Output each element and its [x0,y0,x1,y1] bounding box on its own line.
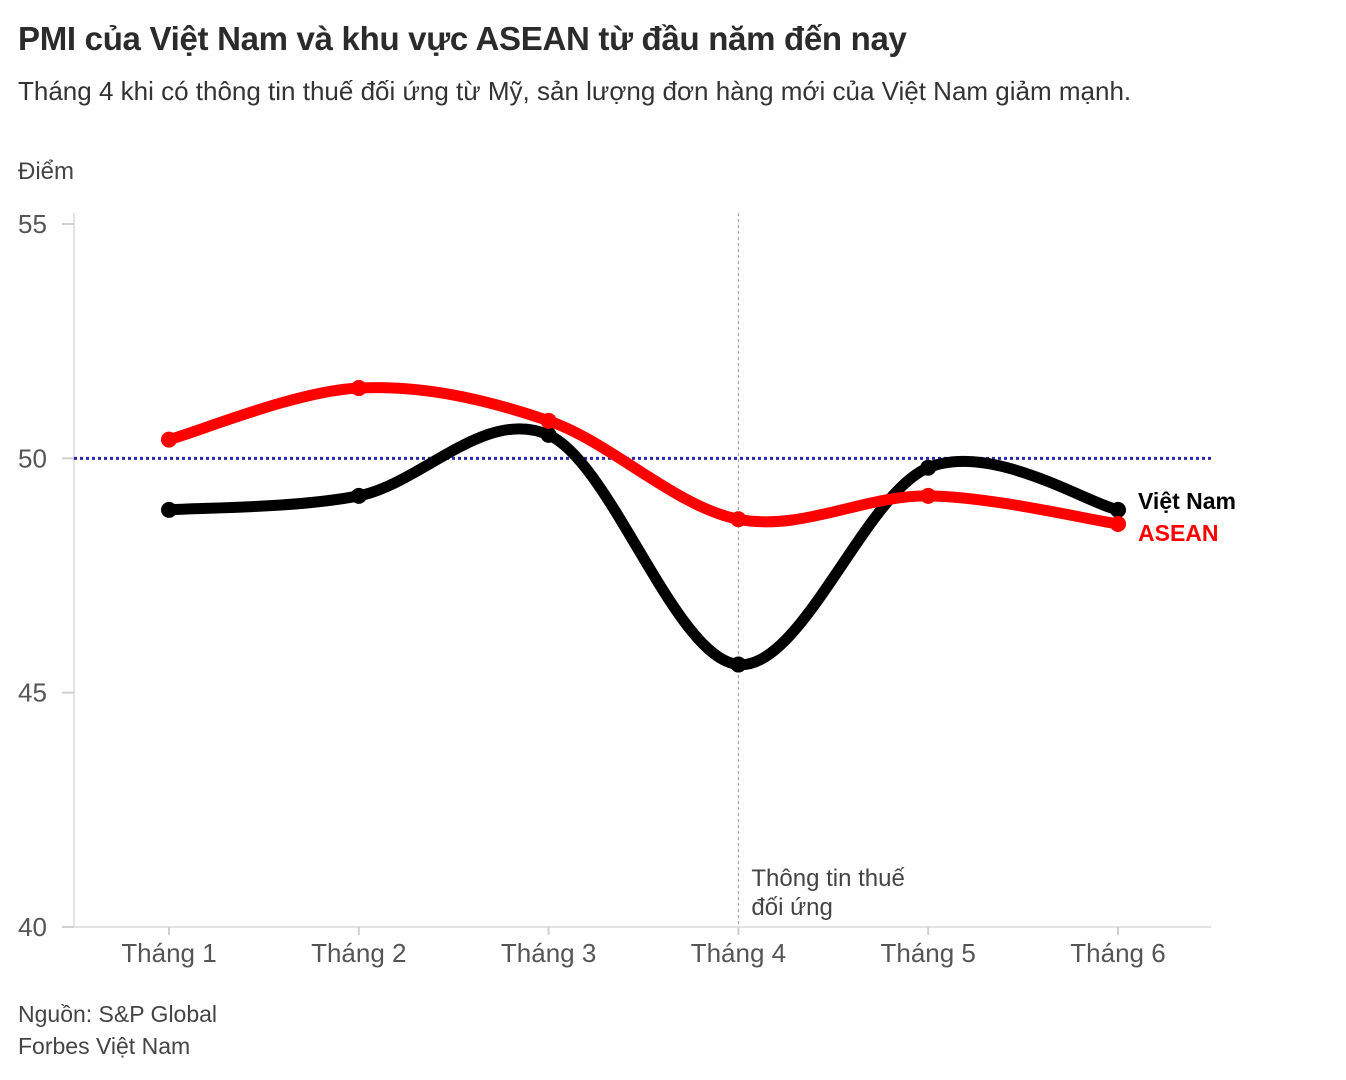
series-line-asean [163,382,1124,530]
data-point-asean [540,412,557,429]
y-axis-label: Điểm [18,158,75,185]
x-tick-label: Tháng 4 [691,938,786,968]
series-line-viet-nam [163,423,1124,671]
annotation-text: đối ứng [751,894,832,921]
data-point-asean [1110,515,1126,532]
data-point-viet-nam [350,487,367,504]
data-point-viet-nam [730,656,747,673]
y-tick-label: 50 [18,443,47,473]
publisher-note: Forbes Việt Nam [18,1033,191,1059]
y-tick-label: 55 [18,209,47,239]
data-point-viet-nam [1110,501,1126,518]
y-tick-label: 45 [18,678,47,708]
series-label-viet-nam: Việt Nam [1138,488,1236,514]
data-point-asean [161,431,177,448]
line-chart: 40 45 50 55 Tháng 1 Tháng 2 Tháng 3 Tháng 4 Thá… [18,209,1236,968]
x-tick-label: Tháng 1 [121,938,216,968]
series-label-asean: ASEAN [1138,520,1219,546]
data-point-viet-nam [920,459,937,476]
data-point-asean [350,380,367,397]
x-tick-label: Tháng 2 [311,938,406,968]
y-tick-label: 40 [18,912,47,942]
data-point-asean [920,487,937,504]
chart-subtitle: Tháng 4 khi có thông tin thuế đối ứng từ… [18,76,1132,106]
chart-title: PMI của Việt Nam và khu vực ASEAN từ đầu… [18,20,907,57]
data-point-viet-nam [161,501,177,518]
x-tick-label: Tháng 6 [1070,938,1165,968]
x-tick-label: Tháng 3 [501,938,596,968]
annotation-text: Thông tin thuế [751,865,905,892]
source-note: Nguồn: S&P Global [18,1001,218,1027]
data-point-viet-nam [540,426,557,443]
x-tick-label: Tháng 5 [880,938,975,968]
data-point-asean [730,511,747,528]
